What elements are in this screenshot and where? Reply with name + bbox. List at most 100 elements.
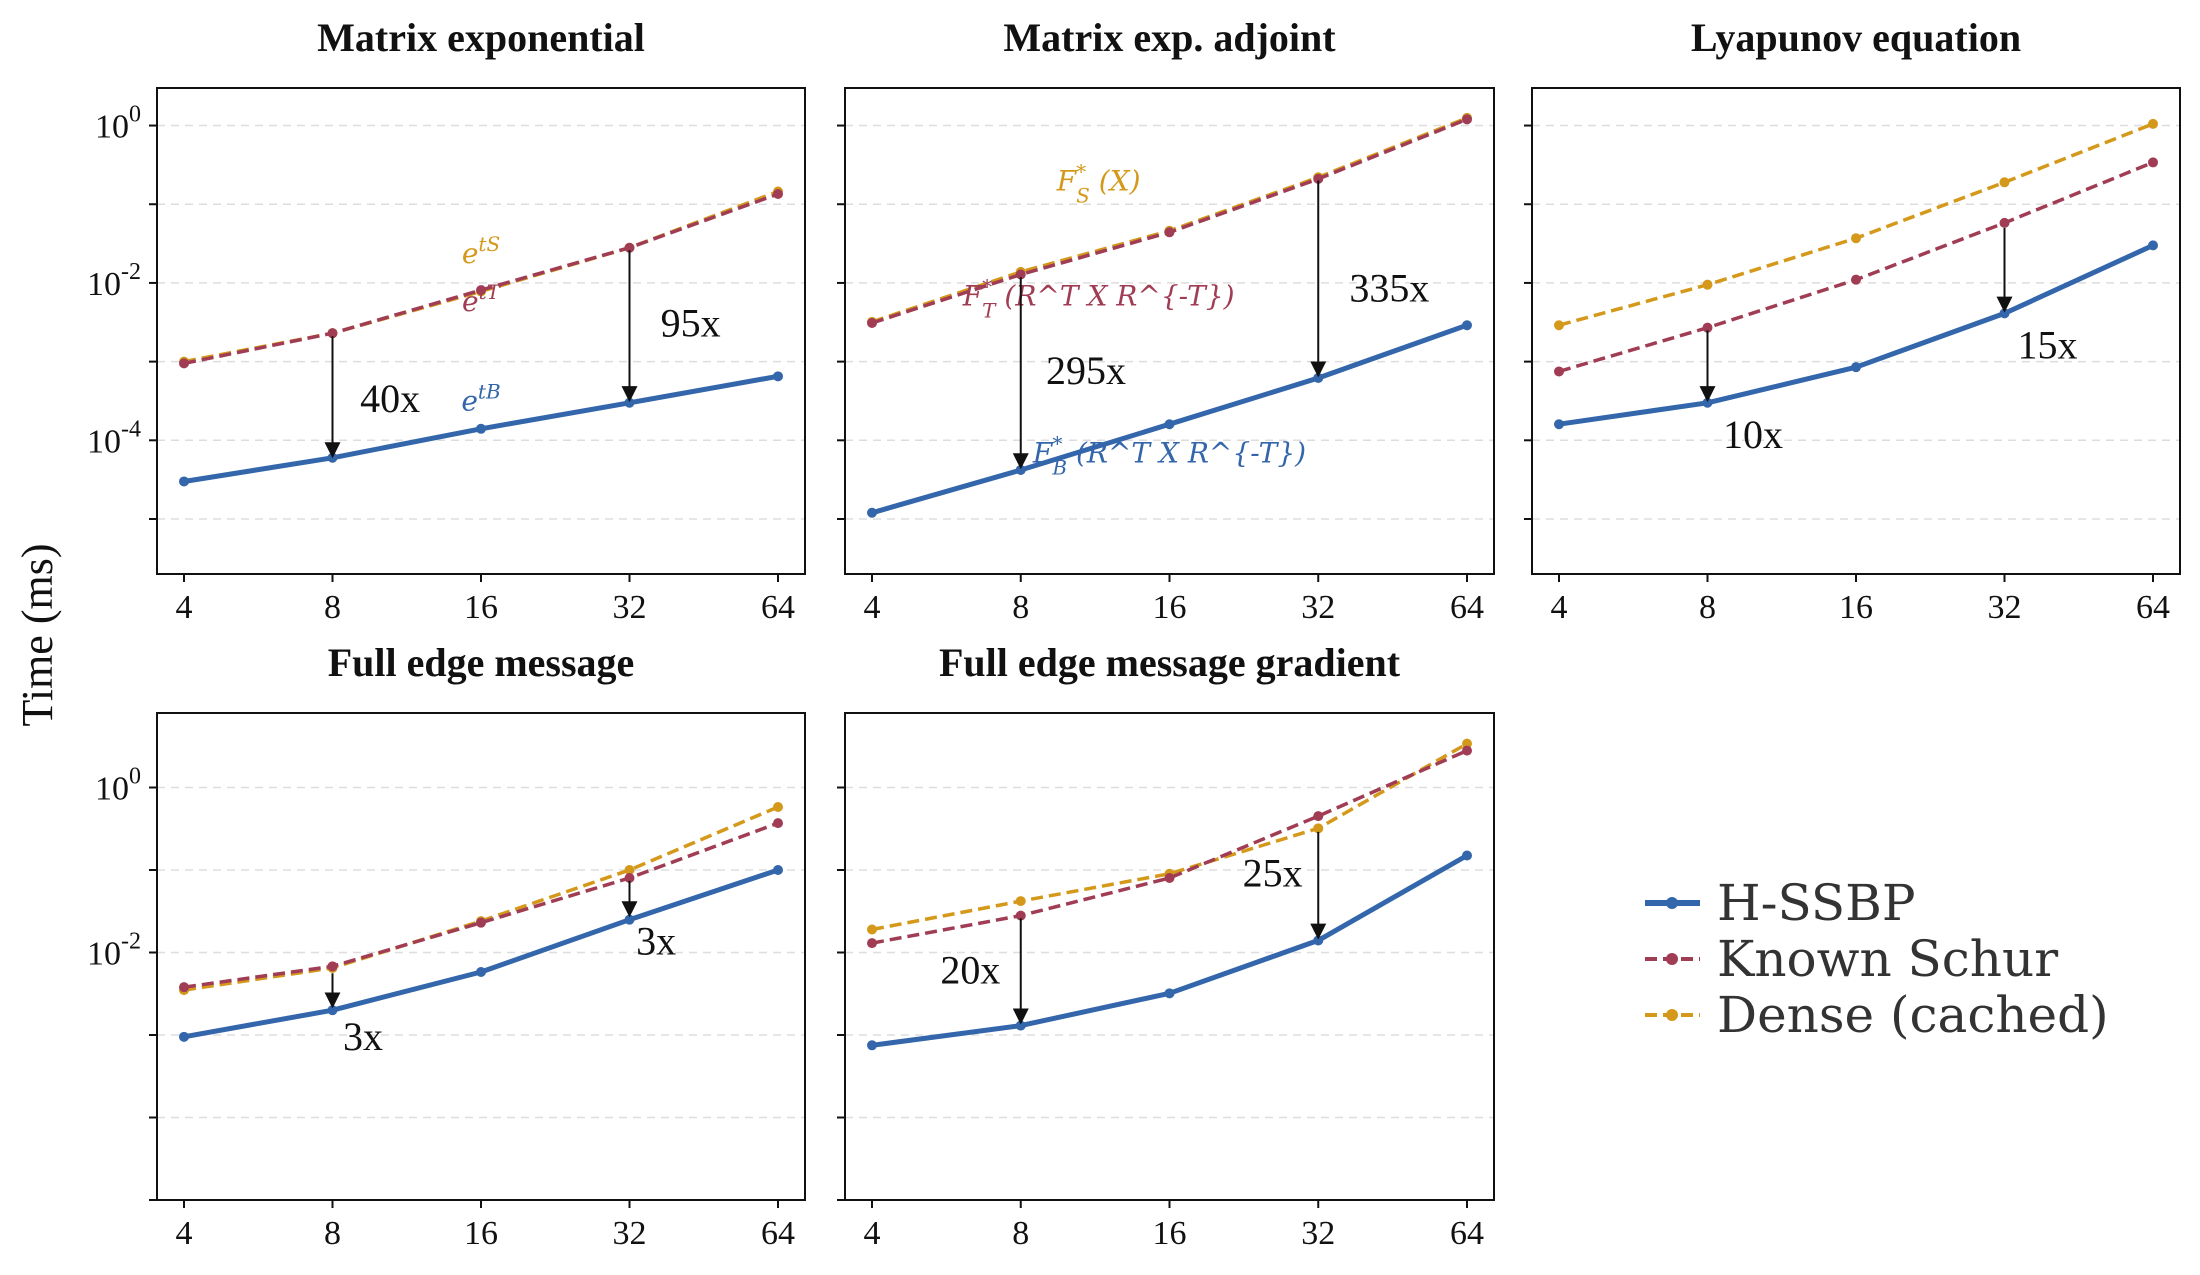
data-point-h-ssbp	[867, 507, 877, 518]
speedup-label: 15x	[2017, 322, 2077, 367]
data-point-dense-cached	[1313, 823, 1324, 834]
data-point-h-ssbp	[476, 967, 486, 978]
speedup-label: 95x	[661, 300, 721, 345]
x-tick-label: 8	[1012, 1215, 1029, 1252]
x-tick-label: 64	[1450, 1215, 1484, 1252]
data-point-known-schur	[1851, 274, 1861, 285]
panel-title: Full edge message gradient	[939, 640, 1401, 685]
panel-title: Matrix exp. adjoint	[1003, 15, 1336, 60]
x-tick-label: 32	[1988, 589, 2022, 626]
data-point-known-schur	[624, 242, 635, 253]
data-point-known-schur	[867, 938, 877, 949]
panel-title: Matrix exponential	[317, 15, 645, 60]
series-line-h-ssbp	[183, 867, 779, 1040]
data-point-known-schur	[867, 317, 877, 328]
panel-title: Lyapunov equation	[1691, 15, 2021, 60]
x-tick-label: 16	[1153, 1215, 1187, 1252]
data-point-known-schur	[773, 818, 783, 829]
data-point-h-ssbp	[1462, 320, 1472, 331]
x-tick-label: 64	[761, 589, 795, 626]
data-point-h-ssbp	[1164, 988, 1175, 999]
data-point-dense-cached	[773, 802, 783, 813]
data-point-h-ssbp	[2148, 240, 2158, 251]
series-line-h-ssbp	[871, 322, 1468, 516]
x-tick-label: 4	[864, 1215, 881, 1252]
x-tick-label: 64	[761, 1215, 795, 1252]
data-point-known-schur	[1999, 217, 2010, 228]
series-line-known-schur	[183, 821, 779, 989]
legend-label-h-ssbp: H-SSBP	[1717, 874, 1916, 932]
panel-matrix-exp-adjoint: Matrix exp. adjoint 4 8 16 32 64 F* S (X) F* T (R…	[837, 15, 1495, 626]
series-label: etS	[462, 232, 500, 270]
series-line-dense-cached	[1558, 122, 2154, 327]
x-tick-label: 8	[1012, 589, 1029, 626]
x-tick-label: 8	[324, 589, 341, 626]
data-point-h-ssbp	[179, 476, 189, 487]
x-tick-label: 4	[1551, 589, 1568, 626]
data-point-h-ssbp	[773, 371, 783, 382]
speedup-label: 335x	[1349, 266, 1429, 311]
series-line-dense-cached	[183, 805, 779, 992]
panel-full-edge-message: Full edge message 4 8 16 32 64 10-2 100 3x 3x	[87, 640, 806, 1252]
panels: Matrix exponential 4 8 16 32 64 10-4 10-2 100 etS…	[87, 15, 2181, 1252]
x-tick-label: 32	[613, 589, 647, 626]
data-point-known-schur	[179, 358, 189, 369]
speedup-label: 20x	[940, 948, 1000, 993]
x-tick-label: 64	[1450, 589, 1484, 626]
legend-label-known-schur: Known Schur	[1717, 930, 2058, 988]
data-point-h-ssbp	[476, 423, 486, 434]
x-tick-label: 32	[1301, 589, 1335, 626]
x-tick-label: 8	[1699, 589, 1716, 626]
panel-title: Full edge message	[328, 640, 635, 685]
data-point-dense-cached	[1999, 177, 2010, 188]
y-tick-label: 10-2	[87, 259, 141, 303]
series-label: etB	[461, 379, 500, 417]
data-point-dense-cached	[867, 924, 877, 935]
x-tick-label: 64	[2136, 589, 2170, 626]
speedup-label: 295x	[1046, 348, 1126, 393]
x-tick-label: 16	[1153, 589, 1187, 626]
x-tick-label: 16	[464, 1215, 498, 1252]
series-line-known-schur	[871, 748, 1468, 945]
legend-marker-known-schur	[1666, 953, 1678, 965]
x-tick-label: 4	[176, 589, 193, 626]
data-point-known-schur	[476, 285, 486, 296]
speedup-label: 40x	[360, 376, 420, 421]
data-point-dense-cached	[1015, 896, 1026, 907]
legend-label-dense-cached: Dense (cached)	[1717, 986, 2109, 1044]
data-point-known-schur	[1462, 745, 1472, 756]
speedup-label: 3x	[636, 918, 676, 963]
data-point-h-ssbp	[1851, 362, 1861, 373]
data-point-known-schur	[1313, 811, 1324, 822]
legend-marker-dense-cached	[1666, 1009, 1678, 1021]
panel-full-edge-message-gradient: Full edge message gradient 4 8 16 32 64 20x 25x	[837, 640, 1495, 1252]
legend-marker-h-ssbp	[1666, 897, 1678, 909]
y-tick-label: 10-2	[87, 929, 141, 973]
data-point-h-ssbp	[1554, 419, 1564, 430]
data-point-known-schur	[1313, 173, 1324, 184]
y-tick-label: 100	[95, 102, 141, 146]
data-point-dense-cached	[1851, 233, 1861, 244]
data-point-known-schur	[2148, 157, 2158, 168]
data-point-known-schur	[1702, 322, 1713, 333]
series-line-dense-cached	[871, 742, 1468, 932]
data-point-known-schur	[1015, 910, 1026, 921]
data-point-known-schur	[1015, 269, 1026, 280]
data-point-known-schur	[1164, 872, 1175, 883]
speedup-label: 25x	[1243, 851, 1303, 896]
data-point-known-schur	[179, 982, 189, 993]
series-label: F* T (R^T X R^{-T})	[962, 274, 1235, 322]
series-label: F* B (R^T X R^{-T})	[1032, 432, 1306, 480]
data-point-h-ssbp	[1164, 419, 1175, 430]
data-point-known-schur	[773, 188, 783, 199]
series-label: etT	[462, 280, 502, 318]
speedup-label: 10x	[1723, 412, 1783, 457]
data-point-known-schur	[1462, 114, 1472, 125]
data-point-known-schur	[1164, 227, 1175, 238]
x-tick-label: 32	[1301, 1215, 1335, 1252]
data-point-h-ssbp	[179, 1031, 189, 1042]
panel-matrix-exponential: Matrix exponential 4 8 16 32 64 10-4 10-2 100 etS…	[87, 15, 806, 626]
data-point-known-schur	[476, 917, 486, 928]
